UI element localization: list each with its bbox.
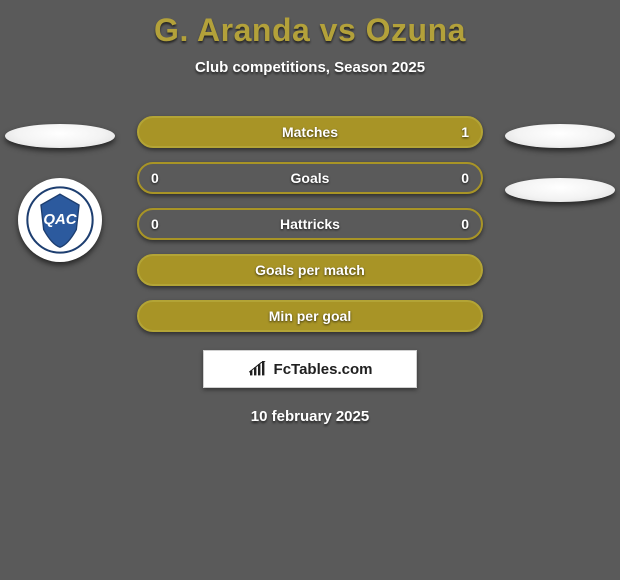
date-text: 10 february 2025: [0, 408, 620, 425]
content-root: G. Aranda vs Ozuna Club competitions, Se…: [0, 0, 620, 580]
stat-row-hattricks: 0 Hattricks 0: [137, 208, 483, 240]
player-left-oval: [5, 124, 115, 148]
fctables-attribution: FcTables.com: [203, 350, 417, 388]
player-right-oval-2: [505, 178, 615, 202]
player-right-oval: [505, 124, 615, 148]
fctables-label: FcTables.com: [274, 361, 373, 378]
stat-label: Goals: [291, 170, 330, 186]
stat-left-value: 0: [151, 216, 159, 232]
stat-right-value: 1: [461, 124, 469, 140]
page-title: G. Aranda vs Ozuna: [0, 0, 620, 49]
stat-row-min-per-goal: Min per goal: [137, 300, 483, 332]
stat-row-goals: 0 Goals 0: [137, 162, 483, 194]
stat-label: Goals per match: [255, 262, 365, 278]
stat-right-value: 0: [461, 170, 469, 186]
club-badge-text: QAC: [43, 211, 76, 228]
bar-chart-icon: [248, 361, 268, 377]
stat-left-value: 0: [151, 170, 159, 186]
stat-right-value: 0: [461, 216, 469, 232]
stat-label: Hattricks: [280, 216, 340, 232]
club-badge-icon: QAC: [26, 186, 94, 254]
stat-row-matches: Matches 1: [137, 116, 483, 148]
stat-label: Matches: [282, 124, 338, 140]
stat-row-goals-per-match: Goals per match: [137, 254, 483, 286]
stat-label: Min per goal: [269, 308, 351, 324]
club-badge: QAC: [18, 178, 102, 262]
page-subtitle: Club competitions, Season 2025: [0, 59, 620, 76]
